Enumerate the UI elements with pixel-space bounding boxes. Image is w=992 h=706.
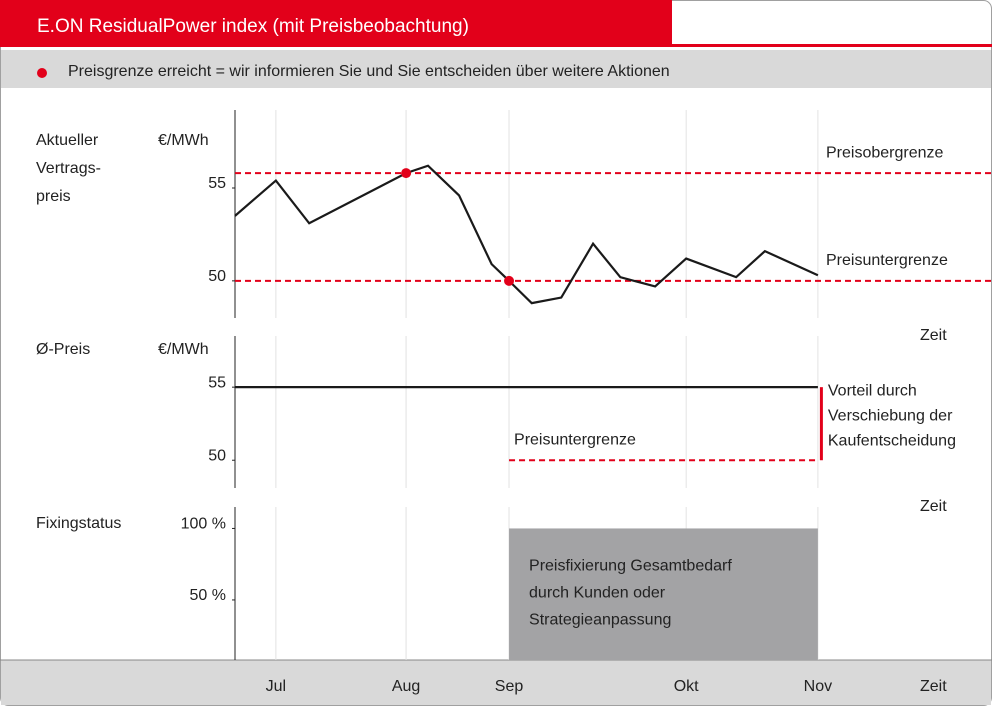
y-axis-label: Aktueller xyxy=(36,132,99,149)
advantage-bar xyxy=(819,387,823,461)
y-tick-label: 50 xyxy=(208,447,226,464)
bar-label: durch Kunden oder xyxy=(529,585,666,602)
y-unit: €/MWh xyxy=(158,132,209,149)
y-tick-label: 50 xyxy=(208,268,226,285)
x-tick-label: Nov xyxy=(804,678,832,695)
bar-label: Strategieanpassung xyxy=(529,612,671,629)
x-tick-label: Jul xyxy=(266,678,286,695)
reference-label: Preisuntergrenze xyxy=(514,431,636,448)
reference-label: Preisuntergrenze xyxy=(826,252,948,269)
x-tick-label: Sep xyxy=(495,678,524,695)
header-title: E.ON ResidualPower index (mit Preisbeoba… xyxy=(37,16,469,37)
price-line xyxy=(234,164,819,305)
y-tick-label: 55 xyxy=(208,175,226,192)
threshold-point xyxy=(504,275,515,286)
y-tick-label: 55 xyxy=(208,374,226,391)
y-tick-label: 50 % xyxy=(190,587,226,604)
x-axis-band xyxy=(1,660,991,705)
legend-band xyxy=(1,50,991,88)
header-rule xyxy=(0,44,992,47)
y-axis-label: Fixingstatus xyxy=(36,515,121,532)
reference-label: Preisobergrenze xyxy=(826,144,944,161)
y-tick-label: 100 % xyxy=(181,516,226,533)
y-unit: €/MWh xyxy=(158,341,209,358)
annotation: Verschiebung der xyxy=(828,407,953,424)
annotation: Vorteil durch xyxy=(828,382,917,399)
bar-label: Preisfixierung Gesamtbedarf xyxy=(529,558,732,575)
y-axis-label: Ø-Preis xyxy=(36,341,90,358)
legend-text: Preisgrenze erreicht = wir informieren S… xyxy=(68,63,670,80)
bar xyxy=(509,528,818,660)
header-band xyxy=(0,0,672,46)
x-axis-label: Zeit xyxy=(920,327,947,344)
y-axis-label: Vertrags- xyxy=(36,160,101,177)
threshold-point xyxy=(401,168,412,179)
x-tick-label: Okt xyxy=(674,678,699,695)
x-tick-label: Aug xyxy=(392,678,420,695)
annotation: Kaufentscheidung xyxy=(828,432,956,449)
x-axis-label: Zeit xyxy=(920,498,947,515)
x-axis-label: Zeit xyxy=(920,678,947,695)
legend-dot xyxy=(37,68,47,78)
y-axis-label: preis xyxy=(36,188,71,205)
